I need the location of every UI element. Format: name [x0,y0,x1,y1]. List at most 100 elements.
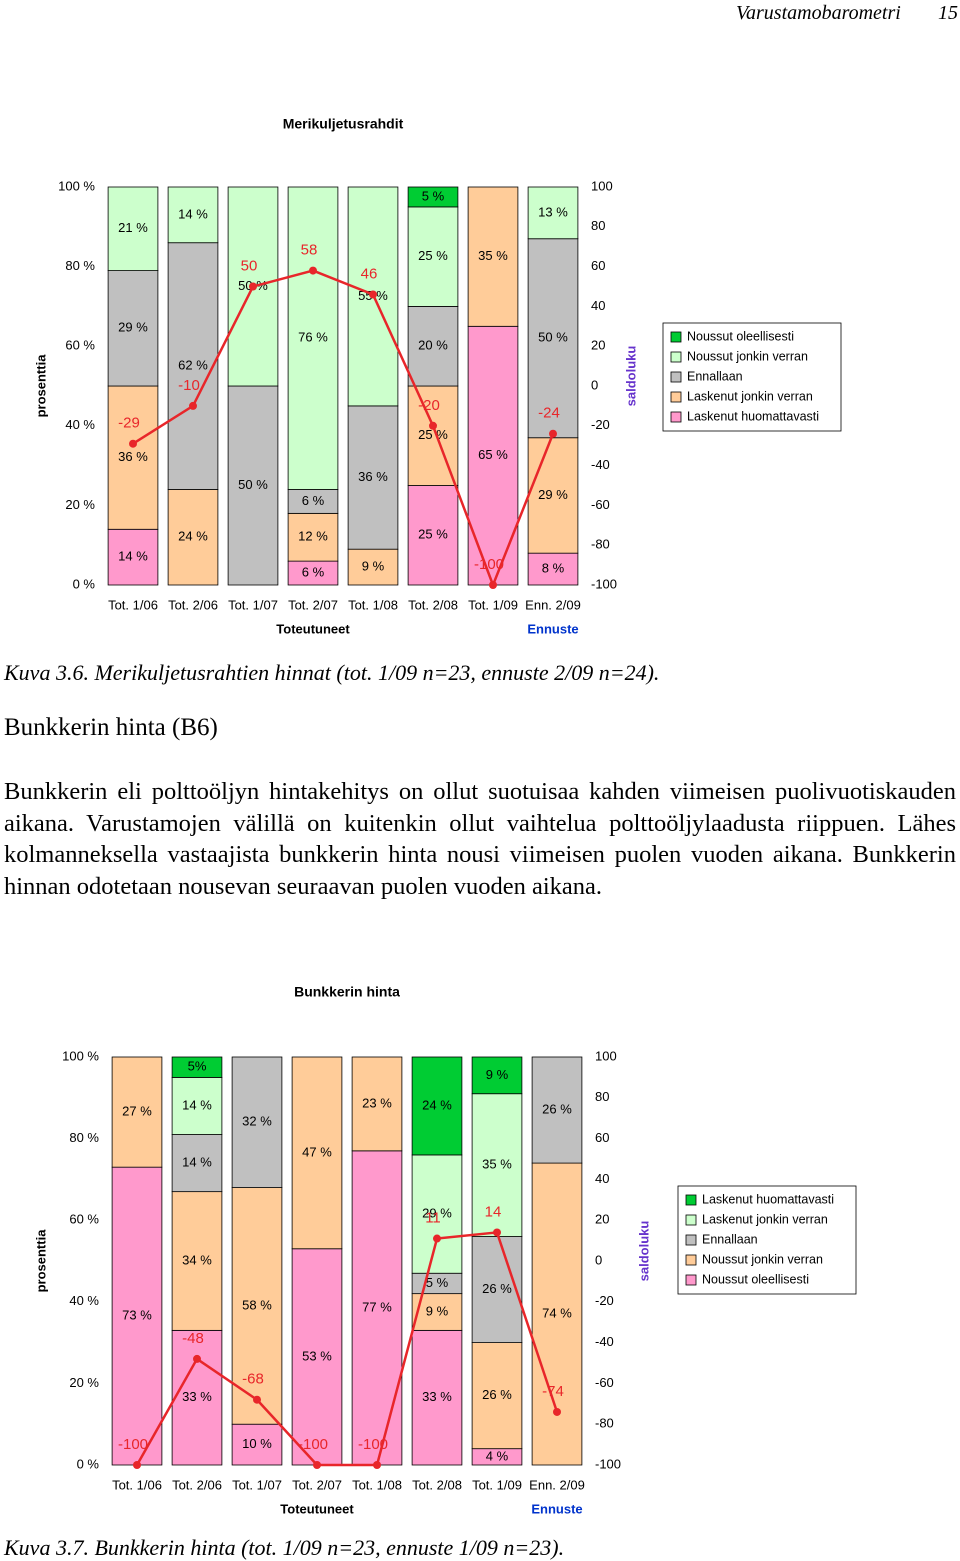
y2-tick-label: -100 [595,1456,621,1471]
bar-segment [171,1329,223,1466]
y-axis-label: prosenttia [33,1229,48,1293]
data-label: 20 % [418,338,448,353]
saldo-point [309,266,317,275]
bar-segment [527,238,579,439]
data-label: 14 % [118,549,148,564]
legend-label: Laskenut jonkin verran [702,1212,828,1226]
bar-segment [171,1077,223,1135]
x-tick-label: Tot. 1/07 [228,597,278,612]
data-label: 33 % [422,1389,452,1404]
data-label: 4 % [486,1448,509,1463]
legend-label: Laskenut huomattavasti [687,409,819,423]
bar-segment [167,186,219,244]
saldo-point [133,1461,141,1469]
data-label: 65 % [478,447,508,462]
x-tick-label: Tot. 1/06 [108,597,158,612]
y-tick-label: 80 % [69,1130,99,1145]
saldo-point [489,581,497,589]
data-label: 9 % [486,1067,509,1082]
data-label: 5 % [426,1275,449,1290]
legend-swatch [670,351,682,363]
x-tick-label: Tot. 2/06 [168,597,218,612]
bar-segment [411,1154,463,1274]
y-tick-label: 100 % [58,178,95,193]
y2-tick-label: -100 [591,576,617,591]
bar-segment [411,1056,463,1156]
saldo-label: -100 [474,556,504,573]
saldo-label: -20 [418,397,440,414]
legend-label: Laskenut huomattavasti [702,1192,834,1206]
y2-tick-label: 60 [595,1130,609,1145]
x-tick-label: Tot. 1/07 [232,1477,282,1492]
data-label: 35 % [482,1157,512,1172]
saldo-point [253,1395,261,1404]
data-label: 25 % [418,248,448,263]
saldo-point [193,1354,201,1363]
bar-segment [407,186,459,208]
y2-tick-label: 40 [591,298,605,313]
data-label: 5% [188,1059,207,1074]
y-axis-label: prosenttia [33,354,48,418]
bar-segment [407,485,459,586]
data-label: 29 % [118,320,148,335]
data-label: 21 % [118,220,148,235]
legend-frame [662,322,842,432]
legend-label: Ennallaan [702,1232,758,1246]
y-tick-label: 60 % [65,338,95,353]
bar-segment [291,1056,343,1250]
data-label: 29 % [422,1206,452,1221]
saldo-label: -100 [118,1436,148,1453]
y2-axis-label: saldoluku [636,1221,651,1282]
data-label: 47 % [302,1144,332,1159]
x-tick-label: Tot. 1/08 [348,597,398,612]
bar-segment [231,1056,283,1188]
data-label: 62 % [178,358,208,373]
legend: Noussut oleellisesti Noussut jonkin verra… [662,322,842,432]
data-label: 23 % [362,1095,392,1110]
bar-segment [471,1342,523,1450]
y2-tick-label: -80 [591,537,610,552]
data-label: 50 % [238,477,268,492]
bar-segment [407,206,459,307]
x-tick-label: Enn. 2/09 [529,1477,585,1492]
y-tick-label: 60 % [69,1212,99,1227]
legend-label: Noussut oleellisesti [702,1272,809,1286]
saldo-point [493,1228,501,1237]
data-label: 5 % [422,188,445,203]
x-group-label: Ennuste [527,621,578,636]
x-tick-label: Enn. 2/09 [525,597,581,612]
chart-title: Merikuljetusrahdit [283,116,404,132]
legend-label: Ennallaan [687,369,743,383]
data-label: 14 % [178,206,208,221]
legend-frame [677,1185,857,1295]
bar-segment [347,405,399,550]
legend-swatch [685,1254,697,1266]
y2-tick-label: 40 [595,1171,609,1186]
bar-segment [287,186,339,490]
data-label: 24 % [178,529,208,544]
bar-segment [227,385,279,586]
bar-segment [347,548,399,586]
y2-tick-label: -80 [595,1416,614,1431]
data-label: 25 % [418,427,448,442]
y2-tick-label: 100 [591,178,613,193]
legend-label: Noussut jonkin verran [687,349,808,363]
bar-segment [287,512,339,562]
saldo-point [373,1461,381,1469]
data-label: 25 % [418,527,448,542]
saldo-point [553,1407,561,1416]
caption: Kuva 3.6. Merikuljetusrahtien hinnat (to… [4,660,660,685]
y2-axis-label: saldoluku [623,346,638,407]
bar-segment [107,528,159,586]
saldo-label: 50 [241,257,258,274]
data-label: 9 % [362,559,385,574]
x-tick-label: Tot. 2/07 [292,1477,342,1492]
page-number: 15 [938,2,958,24]
chart-title: Bunkkerin hinta [294,984,400,1000]
legend-swatch [670,391,682,403]
bar-segment [527,186,579,240]
x-group-label: Toteutuneet [280,1501,354,1516]
y2-tick-label: -20 [595,1293,614,1308]
legend-swatch [670,331,682,343]
